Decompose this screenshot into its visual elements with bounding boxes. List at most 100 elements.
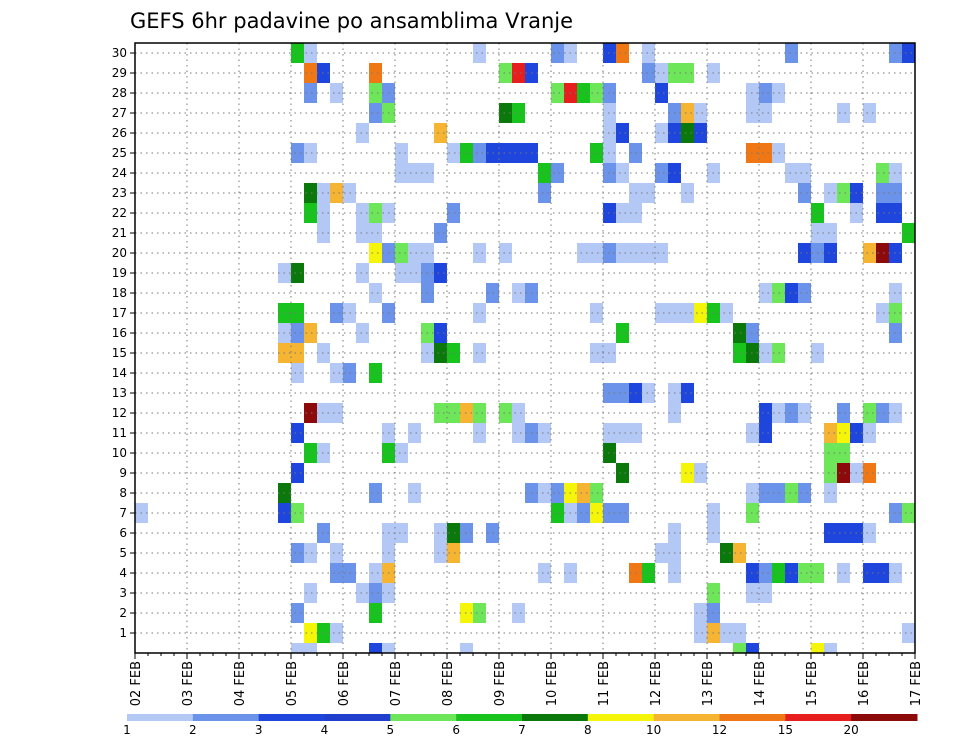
colorbar-swatch: [127, 714, 194, 721]
heatmap-cell: [733, 323, 746, 343]
heatmap-cell: [681, 103, 694, 123]
heatmap-cell: [291, 263, 304, 283]
heatmap-cell: [616, 243, 629, 263]
heatmap-cell: [330, 543, 343, 563]
colorbar-label: 5: [387, 723, 395, 737]
heatmap-cell: [512, 143, 525, 163]
heatmap-cell: [291, 463, 304, 483]
y-tick-label: 16: [112, 326, 127, 340]
y-tick-label: 3: [119, 586, 127, 600]
heatmap-cell: [590, 503, 603, 523]
heatmap-cell: [369, 83, 382, 103]
colorbar-label: 3: [255, 723, 263, 737]
y-tick-label: 15: [112, 346, 127, 360]
heatmap-cell: [642, 243, 655, 263]
heatmap-cell: [369, 583, 382, 603]
colorbar-swatch: [719, 714, 786, 721]
heatmap-cell: [291, 423, 304, 443]
heatmap-cell: [369, 243, 382, 263]
heatmap-cell: [434, 543, 447, 563]
x-tick-label: 06 FEB: [337, 661, 352, 706]
heatmap-cell: [616, 383, 629, 403]
grid-lines: [135, 43, 915, 653]
heatmap-cell: [551, 83, 564, 103]
heatmap-cell: [434, 523, 447, 543]
heatmap-cell: [473, 343, 486, 363]
heatmap-cell: [499, 243, 512, 263]
heatmap-cell: [616, 323, 629, 343]
heatmap-cell: [304, 63, 317, 83]
heatmap-cell: [681, 123, 694, 143]
heatmap-cell: [434, 223, 447, 243]
heatmap-cell: [291, 543, 304, 563]
colorbar-label: 6: [452, 723, 460, 737]
heatmap-cell: [291, 43, 304, 63]
x-tick-label: 15 FEB: [805, 661, 820, 706]
heatmap-cell: [798, 403, 811, 423]
heatmap-cell: [642, 563, 655, 583]
heatmap-cell: [681, 383, 694, 403]
heatmap-cell: [863, 103, 876, 123]
plot-frame: [134, 42, 916, 654]
heatmap-cell: [681, 63, 694, 83]
heatmap-cell: [655, 243, 668, 263]
heatmap-cell: [538, 163, 551, 183]
heatmap-cell: [863, 423, 876, 443]
heatmap-cell: [291, 643, 304, 653]
heatmap-cell: [785, 403, 798, 423]
heatmap-cell: [694, 303, 707, 323]
heatmap-cell: [616, 43, 629, 63]
heatmap-cell: [759, 423, 772, 443]
heatmap-cell: [863, 563, 876, 583]
heatmap-cell: [824, 443, 837, 463]
heatmap-cell: [291, 363, 304, 383]
colorbar-swatch: [456, 714, 523, 721]
y-axis-ticks: 1234567891011121314151617181920212223242…: [112, 46, 135, 640]
heatmap-cell: [616, 123, 629, 143]
heatmap-cell: [876, 563, 889, 583]
heatmap-cell: [512, 603, 525, 623]
heatmap-cell: [590, 343, 603, 363]
y-tick-label: 19: [112, 266, 127, 280]
heatmap-cell: [291, 603, 304, 623]
heatmap-cell: [694, 603, 707, 623]
heatmap-cell: [863, 463, 876, 483]
x-tick-label: 08 FEB: [441, 661, 456, 706]
heatmap-cell: [382, 643, 395, 653]
heatmap-cell: [473, 43, 486, 63]
y-tick-label: 7: [119, 506, 127, 520]
x-tick-label: 07 FEB: [389, 661, 404, 706]
heatmap-cell: [694, 123, 707, 143]
colorbar-swatch: [258, 714, 325, 721]
heatmap-cell: [642, 183, 655, 203]
x-axis-ticks: 02 FEB 03 FEB 04 FEB 05 FEB 06 FEB 07 FEB 08 F…: [129, 653, 924, 706]
heatmap-cell: [551, 503, 564, 523]
heatmap-cell: [356, 323, 369, 343]
x-tick-label: 11 FEB: [597, 661, 612, 706]
y-tick-label: 2: [119, 606, 127, 620]
y-tick-label: 8: [119, 486, 127, 500]
heatmap-cell: [655, 163, 668, 183]
y-tick-label: 9: [119, 466, 127, 480]
heatmap-cell: [681, 183, 694, 203]
heatmap-cell: [876, 303, 889, 323]
heatmap-cell: [473, 243, 486, 263]
colorbar-label: 4: [321, 723, 329, 737]
x-tick-label: 10 FEB: [545, 661, 560, 706]
heatmap-cell: [369, 203, 382, 223]
heatmap-cell: [304, 83, 317, 103]
heatmap-cell: [876, 203, 889, 223]
heatmap-cell: [759, 143, 772, 163]
heatmap-cell: [512, 103, 525, 123]
heatmap-cell: [473, 303, 486, 323]
y-tick-label: 21: [112, 226, 127, 240]
heatmap-cell: [824, 423, 837, 443]
heatmap-cell: [590, 83, 603, 103]
heatmap-cell: [824, 243, 837, 263]
heatmap-cell: [837, 563, 850, 583]
heatmap-cells: [135, 43, 915, 653]
heatmap-cell: [902, 43, 915, 63]
heatmap-cell: [304, 183, 317, 203]
heatmap-cell: [733, 623, 746, 643]
heatmap-cell: [876, 403, 889, 423]
